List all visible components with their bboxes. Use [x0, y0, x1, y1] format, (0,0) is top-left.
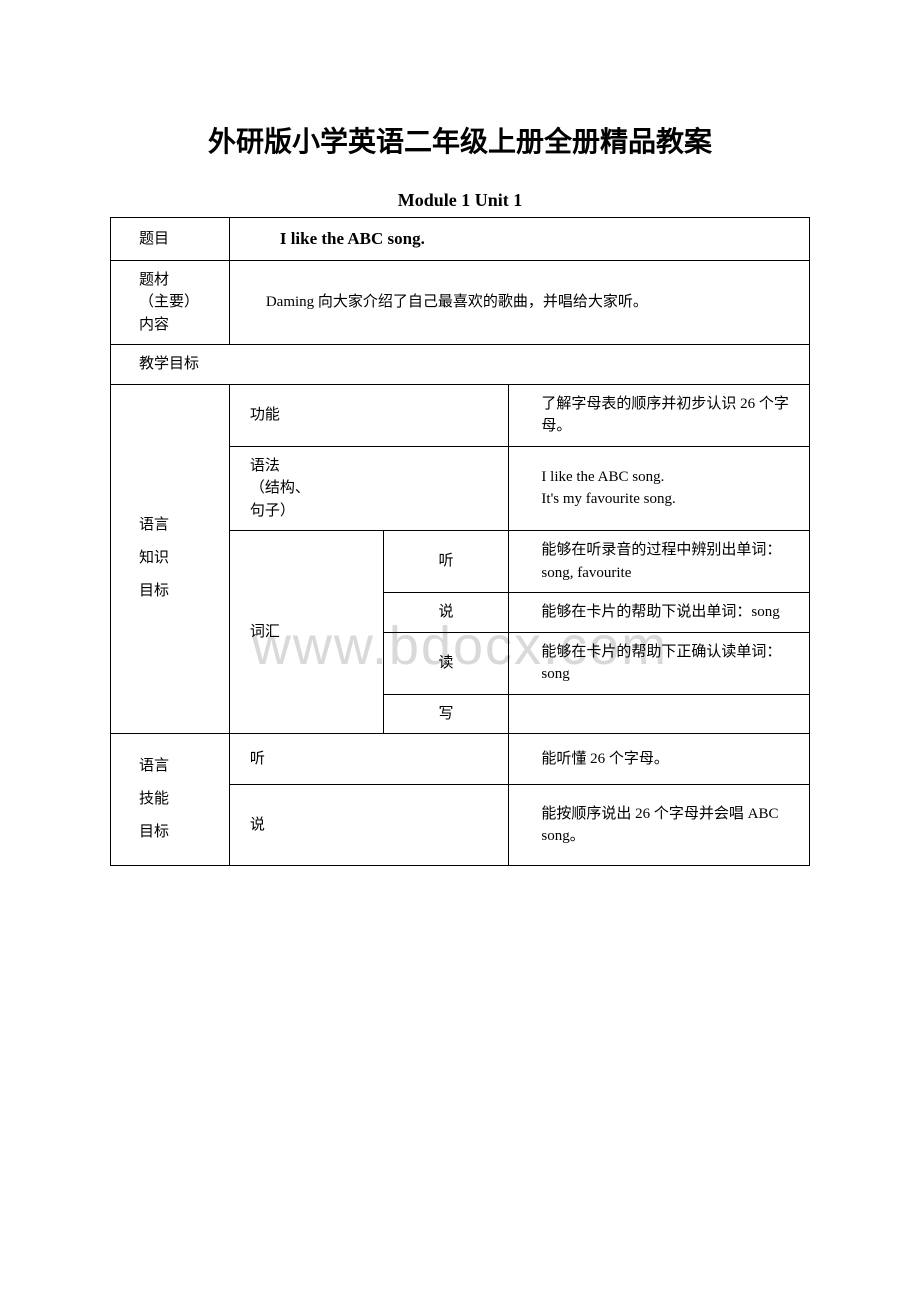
grammar-desc-cell: I like the ABC song. It's my favourite s…	[509, 446, 810, 531]
read-label-cell: 读	[383, 632, 509, 694]
write-desc-cell	[509, 694, 810, 734]
read-desc-cell: 能够在卡片的帮助下正确认读单词：song	[509, 632, 810, 694]
lang-skill-label-cell: 语言 技能 目标	[111, 734, 230, 866]
teaching-goal-cell: 教学目标	[111, 345, 810, 385]
document-page: 外研版小学英语二年级上册全册精品教案 Module 1 Unit 1 题目 I …	[0, 0, 920, 926]
grammar-label-cell: 语法 （结构、 句子）	[229, 446, 509, 531]
module-heading: Module 1 Unit 1	[110, 190, 810, 211]
table-row: 题材 （主要） 内容 Daming 向大家介绍了自己最喜欢的歌曲，并唱给大家听。	[111, 260, 810, 345]
listen-label-cell: 听	[383, 531, 509, 593]
table-row: 教学目标	[111, 345, 810, 385]
speak-desc-cell: 能够在卡片的帮助下说出单词：song	[509, 593, 810, 633]
content-text: Daming 向大家介绍了自己最喜欢的歌曲，并唱给大家听。	[236, 291, 803, 314]
content-label-line: （主要）	[139, 291, 223, 314]
title-label-cell: 题目	[111, 218, 230, 261]
table-row: 语言 技能 目标 听 能听懂 26 个字母。	[111, 734, 810, 785]
label-line: （结构、	[250, 477, 503, 500]
skill-listen-desc-cell: 能听懂 26 个字母。	[509, 734, 810, 785]
title-value-cell: I like the ABC song.	[229, 218, 809, 261]
lesson-plan-table: 题目 I like the ABC song. 题材 （主要） 内容 Damin…	[110, 217, 810, 866]
label-line: 句子）	[250, 500, 503, 523]
skill-speak-desc-cell: 能按顺序说出 26 个字母并会唱 ABC song。	[509, 785, 810, 866]
grammar-line: I like the ABC song.	[541, 466, 803, 489]
content-label-line: 内容	[139, 314, 223, 337]
grammar-line: It's my favourite song.	[541, 488, 803, 511]
label-line: 语言	[139, 750, 223, 783]
listen-desc-cell: 能够在听录音的过程中辨别出单词：song, favourite	[509, 531, 810, 593]
table-row: 题目 I like the ABC song.	[111, 218, 810, 261]
label-line: 语言	[139, 509, 223, 542]
skill-speak-label-cell: 说	[229, 785, 509, 866]
document-title: 外研版小学英语二年级上册全册精品教案	[110, 120, 810, 160]
label-line: 语法	[250, 455, 503, 478]
function-desc-cell: 了解字母表的顺序并初步认识 26 个字母。	[509, 384, 810, 446]
content-label-line: 题材	[139, 269, 223, 292]
label-line: 目标	[139, 816, 223, 849]
label-line: 目标	[139, 575, 223, 608]
lang-knowledge-label-cell: 语言 知识 目标	[111, 384, 230, 734]
label-line: 知识	[139, 542, 223, 575]
content-value-cell: Daming 向大家介绍了自己最喜欢的歌曲，并唱给大家听。	[229, 260, 809, 345]
content-label-cell: 题材 （主要） 内容	[111, 260, 230, 345]
function-label-cell: 功能	[229, 384, 509, 446]
label-line: 技能	[139, 783, 223, 816]
table-row: 语言 知识 目标 功能 了解字母表的顺序并初步认识 26 个字母。	[111, 384, 810, 446]
skill-listen-label-cell: 听	[229, 734, 509, 785]
vocab-label-cell: 词汇	[229, 531, 383, 734]
write-label-cell: 写	[383, 694, 509, 734]
speak-label-cell: 说	[383, 593, 509, 633]
